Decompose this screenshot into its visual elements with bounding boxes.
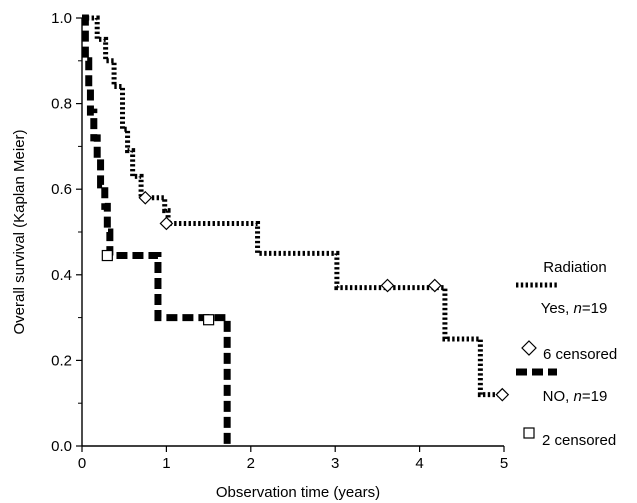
series-line-no (81, 14, 231, 446)
x-tick-label: 5 (500, 455, 508, 472)
legend-censor-diamond-icon (521, 340, 537, 356)
legend-label-yes: Yes, n=19 (541, 300, 608, 317)
y-tick-label: 0.6 (51, 181, 72, 198)
x-tick-label: 0 (78, 455, 86, 472)
legend-label-yes-n: n (574, 300, 582, 317)
y-tick-label: 0.2 (51, 352, 72, 369)
y-tick-label: 0.0 (51, 438, 72, 455)
legend-label-no-n: n (574, 388, 582, 405)
legend: Radiation Yes, n=19 6 censored NO, n=19 … (516, 259, 617, 449)
y-tick-label: 0.8 (51, 96, 72, 113)
y-axis-label: Overall survival (Kaplan Meier) (11, 129, 28, 334)
legend-title: Radiation (543, 259, 606, 276)
y-tick-label: 1.0 (51, 10, 72, 27)
censor-diamond-mark (495, 387, 510, 402)
legend-censored-yes: 6 censored (543, 346, 617, 363)
y-tick-label: 0.4 (51, 267, 72, 284)
legend-censored-no: 2 censored (542, 432, 616, 449)
x-axis-label: Observation time (years) (216, 484, 380, 501)
censor-diamond-mark (427, 278, 442, 293)
x-tick-label: 4 (415, 455, 423, 472)
x-tick-label: 1 (162, 455, 170, 472)
legend-label-yes-count: =19 (582, 300, 607, 317)
y-axis: 0.0 0.2 0.4 0.6 0.8 1.0 (51, 10, 83, 455)
legend-label-no: NO, n=19 (543, 388, 608, 405)
series-line-yes (82, 15, 504, 398)
x-tick-label: 3 (331, 455, 339, 472)
censor-marks-layer (101, 190, 510, 402)
legend-label-no-prefix: NO, (543, 388, 574, 405)
legend-censor-square-icon (523, 427, 535, 439)
censor-diamond-mark (380, 278, 395, 293)
censor-square-mark (101, 249, 113, 262)
x-axis: 0 1 2 3 4 5 (78, 445, 508, 472)
censor-square-mark (203, 314, 215, 326)
censor-diamond-mark (138, 190, 153, 205)
censor-diamond-mark (159, 216, 174, 231)
series-layer (81, 14, 504, 446)
legend-label-yes-prefix: Yes, (541, 300, 574, 317)
legend-label-no-count: =19 (582, 388, 607, 405)
x-tick-label: 2 (247, 455, 255, 472)
